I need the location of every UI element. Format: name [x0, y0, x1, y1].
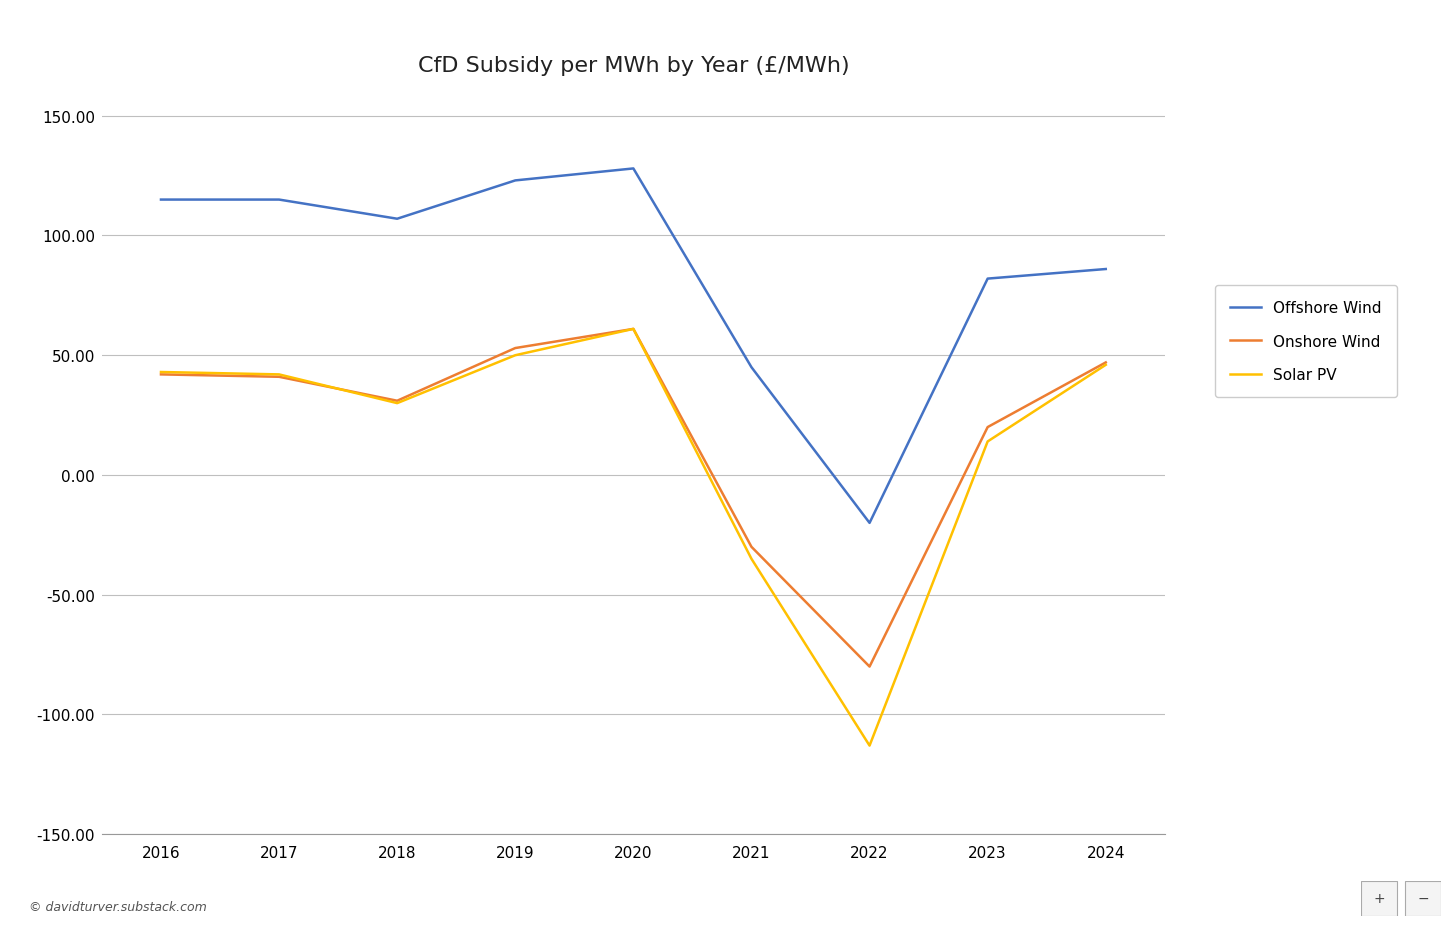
FancyBboxPatch shape	[1361, 881, 1398, 916]
Solar PV	[1096, 360, 1114, 371]
Solar PV	[271, 370, 288, 381]
Solar PV	[153, 367, 170, 378]
Onshore Wind	[507, 343, 524, 354]
Solar PV	[625, 324, 642, 335]
Text: +: +	[1373, 891, 1385, 906]
Onshore Wind	[271, 372, 288, 383]
Solar PV	[507, 350, 524, 362]
Offshore Wind	[1096, 264, 1114, 275]
Offshore Wind	[389, 214, 406, 225]
Text: © davidturver.substack.com: © davidturver.substack.com	[29, 900, 207, 913]
Onshore Wind	[743, 541, 760, 552]
Offshore Wind	[271, 195, 288, 206]
Line: Solar PV: Solar PV	[162, 329, 1105, 746]
FancyBboxPatch shape	[1405, 881, 1441, 916]
Solar PV	[743, 553, 760, 565]
Line: Offshore Wind: Offshore Wind	[162, 170, 1105, 524]
Offshore Wind	[743, 362, 760, 374]
Onshore Wind	[860, 661, 878, 672]
Onshore Wind	[978, 422, 996, 433]
Solar PV	[860, 741, 878, 752]
Onshore Wind	[389, 396, 406, 407]
Offshore Wind	[507, 175, 524, 186]
Offshore Wind	[153, 195, 170, 206]
Title: CfD Subsidy per MWh by Year (£/MWh): CfD Subsidy per MWh by Year (£/MWh)	[418, 56, 849, 76]
Solar PV	[978, 437, 996, 448]
Onshore Wind	[625, 324, 642, 335]
Onshore Wind	[1096, 358, 1114, 369]
Offshore Wind	[625, 164, 642, 175]
Solar PV	[389, 398, 406, 409]
Line: Onshore Wind: Onshore Wind	[162, 329, 1105, 667]
Offshore Wind	[978, 273, 996, 285]
Text: −: −	[1418, 891, 1430, 906]
Offshore Wind	[860, 518, 878, 529]
Onshore Wind	[153, 370, 170, 381]
Legend: Offshore Wind, Onshore Wind, Solar PV: Offshore Wind, Onshore Wind, Solar PV	[1214, 286, 1396, 398]
